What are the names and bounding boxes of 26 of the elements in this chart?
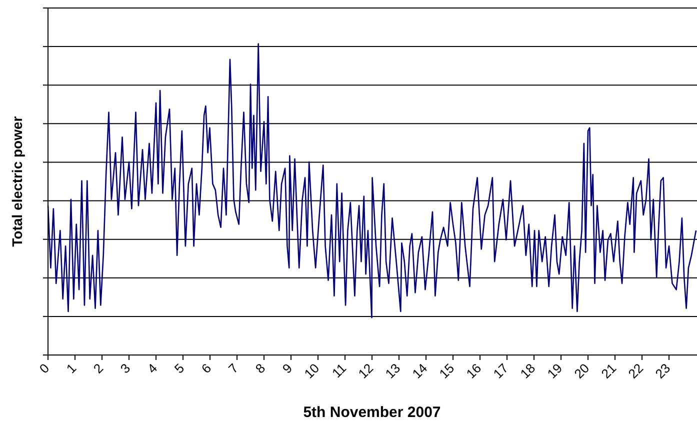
x-tick-label: 15 [436,360,458,382]
x-tick-label: 9 [279,360,296,376]
x-tick-label: 20 [571,360,592,382]
x-tick-label: 13 [382,360,404,382]
x-tick-label: 22 [625,360,646,382]
x-tick-label: 23 [652,360,674,382]
x-tick-label: 7 [225,360,242,376]
y-axis-title: Total electric power [9,116,25,247]
x-tick-label: 0 [36,360,52,376]
x-tick-label: 3 [117,360,134,376]
x-tick-label: 17 [490,360,512,382]
x-tick-label: 16 [463,360,484,382]
x-tick-label: 1 [63,360,80,376]
x-tick-label: 4 [144,360,160,376]
x-tick-label: 19 [544,360,566,382]
x-tick-label: 18 [517,360,538,382]
x-tick-label: 2 [90,360,106,376]
x-tick-label: 21 [598,360,620,382]
x-tick-label: 6 [198,360,214,376]
x-tick-label: 8 [252,360,268,376]
x-tick-label: 12 [355,360,376,382]
x-axis-title: 5th November 2007 [303,404,441,421]
x-tick-label: 14 [409,360,430,382]
x-tick-label: 11 [328,360,350,381]
x-tick-label: 10 [301,360,322,382]
x-tick-label: 5 [171,360,188,376]
